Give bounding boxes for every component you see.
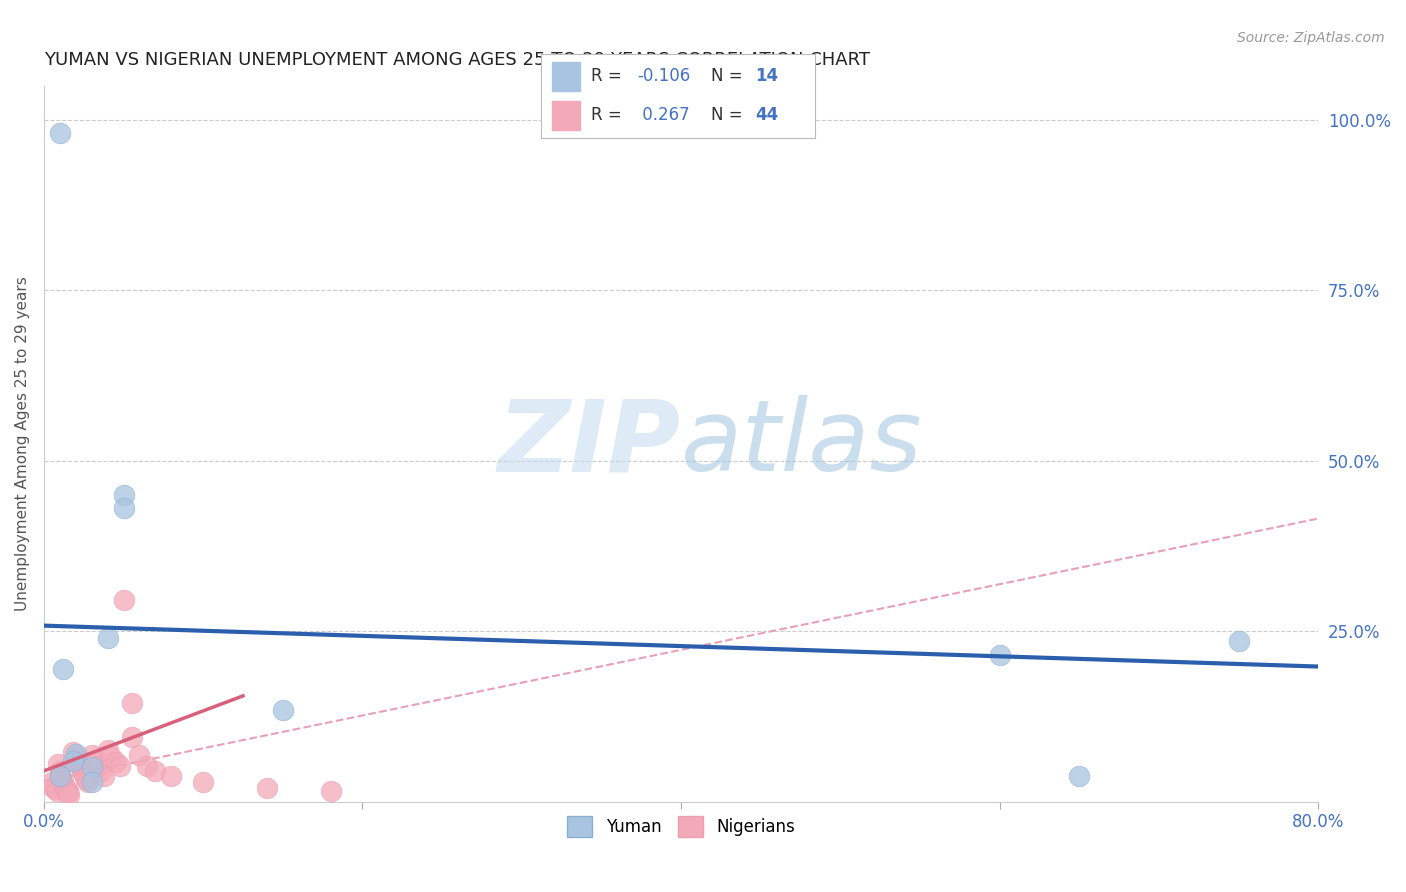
Text: 14: 14 xyxy=(755,68,779,86)
FancyBboxPatch shape xyxy=(553,62,579,91)
Legend: Yuman, Nigerians: Yuman, Nigerians xyxy=(561,810,801,843)
Point xyxy=(271,702,294,716)
Point xyxy=(52,774,75,789)
Text: R =: R = xyxy=(591,68,621,86)
FancyBboxPatch shape xyxy=(553,101,579,130)
Point xyxy=(193,775,215,789)
Point xyxy=(1227,634,1250,648)
Point xyxy=(69,760,91,774)
Point xyxy=(76,772,98,787)
Point xyxy=(70,764,93,778)
Point xyxy=(1069,769,1091,783)
Y-axis label: Unemployment Among Ages 25 to 29 years: Unemployment Among Ages 25 to 29 years xyxy=(15,277,30,611)
Point xyxy=(41,775,63,789)
Text: atlas: atlas xyxy=(681,395,922,492)
Point xyxy=(83,754,105,768)
Text: N =: N = xyxy=(711,68,742,86)
Text: -0.106: -0.106 xyxy=(637,68,690,86)
Point xyxy=(80,775,103,789)
Text: R =: R = xyxy=(591,106,621,124)
Point xyxy=(128,748,150,763)
Point xyxy=(53,780,76,795)
Point xyxy=(51,771,73,785)
Point xyxy=(136,759,159,773)
Point xyxy=(121,730,143,744)
Point xyxy=(112,593,135,607)
Point xyxy=(44,782,66,797)
Point xyxy=(77,775,100,789)
Point xyxy=(52,778,75,792)
Point xyxy=(45,783,67,797)
Point xyxy=(62,754,84,768)
Point xyxy=(67,757,90,772)
Text: ZIP: ZIP xyxy=(498,395,681,492)
Point xyxy=(49,126,72,140)
Text: 0.267: 0.267 xyxy=(637,106,690,124)
Point xyxy=(110,759,132,773)
Point xyxy=(56,786,79,800)
Point xyxy=(49,764,72,778)
Point xyxy=(80,748,103,763)
Point xyxy=(121,696,143,710)
Text: Source: ZipAtlas.com: Source: ZipAtlas.com xyxy=(1237,31,1385,45)
Point xyxy=(49,769,72,783)
Point xyxy=(55,782,77,797)
Point xyxy=(97,631,120,645)
Point xyxy=(319,783,342,797)
Point xyxy=(46,757,69,772)
Point xyxy=(62,746,84,760)
Point xyxy=(90,764,112,778)
Point xyxy=(66,755,89,769)
Point xyxy=(112,488,135,502)
Point xyxy=(65,747,87,761)
Text: 44: 44 xyxy=(755,106,779,124)
Point xyxy=(42,780,65,794)
Point xyxy=(52,662,75,676)
Text: YUMAN VS NIGERIAN UNEMPLOYMENT AMONG AGES 25 TO 29 YEARS CORRELATION CHART: YUMAN VS NIGERIAN UNEMPLOYMENT AMONG AGE… xyxy=(44,51,870,69)
Point xyxy=(104,755,127,769)
Point xyxy=(112,501,135,516)
Point xyxy=(100,750,122,764)
Point xyxy=(97,743,120,757)
Point xyxy=(256,780,278,795)
Point xyxy=(93,769,115,783)
Point xyxy=(145,764,167,778)
Point xyxy=(80,760,103,774)
Point xyxy=(75,771,97,785)
Point xyxy=(58,788,80,802)
Point xyxy=(87,759,110,773)
Point xyxy=(56,784,79,798)
Text: N =: N = xyxy=(711,106,742,124)
Point xyxy=(988,648,1011,662)
Point xyxy=(65,750,87,764)
Point xyxy=(160,769,183,783)
Point xyxy=(49,769,72,783)
Point xyxy=(73,767,96,781)
